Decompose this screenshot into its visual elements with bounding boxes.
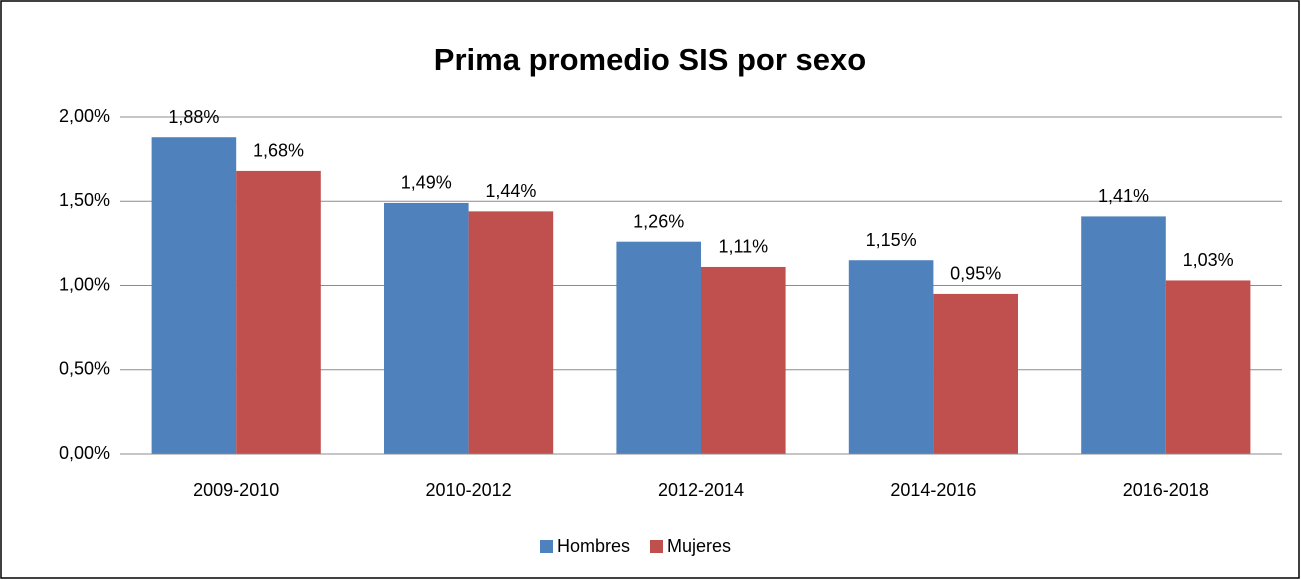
bar: [384, 202, 469, 454]
data-label: 1,88%: [168, 107, 219, 127]
bar: [616, 241, 701, 454]
legend-swatch: [540, 540, 553, 553]
x-tick-label: 2010-2012: [426, 480, 512, 500]
data-label: 1,26%: [633, 211, 684, 231]
data-label: 1,68%: [253, 141, 304, 161]
bar: [151, 137, 237, 454]
bar: [933, 293, 1018, 454]
bar: [1081, 216, 1166, 454]
data-label: 1,03%: [1183, 250, 1234, 270]
chart-title: Prima promedio SIS por sexo: [434, 42, 866, 77]
data-label: 1,44%: [485, 181, 536, 201]
y-tick-label: 1,00%: [59, 274, 110, 294]
bar: [848, 260, 934, 454]
y-tick-label: 0,00%: [59, 443, 110, 463]
data-label: 1,49%: [401, 173, 452, 193]
y-tick-label: 0,50%: [59, 359, 110, 379]
legend-label: Hombres: [557, 536, 630, 556]
bar: [701, 266, 786, 454]
legend-swatch: [650, 540, 663, 553]
x-tick-label: 2014-2016: [890, 480, 976, 500]
x-tick-label: 2009-2010: [193, 480, 279, 500]
data-label: 1,15%: [866, 230, 917, 250]
bar: [1165, 280, 1251, 454]
bar: [236, 170, 321, 455]
data-label: 1,41%: [1098, 186, 1149, 206]
x-tick-label: 2016-2018: [1123, 480, 1209, 500]
data-label: 0,95%: [950, 264, 1001, 284]
y-tick-label: 1,50%: [59, 190, 110, 210]
data-label: 1,11%: [718, 237, 768, 257]
legend-label: Mujeres: [667, 536, 731, 556]
bar: [468, 211, 554, 454]
x-tick-label: 2012-2014: [658, 480, 744, 500]
y-tick-label: 2,00%: [59, 106, 110, 126]
